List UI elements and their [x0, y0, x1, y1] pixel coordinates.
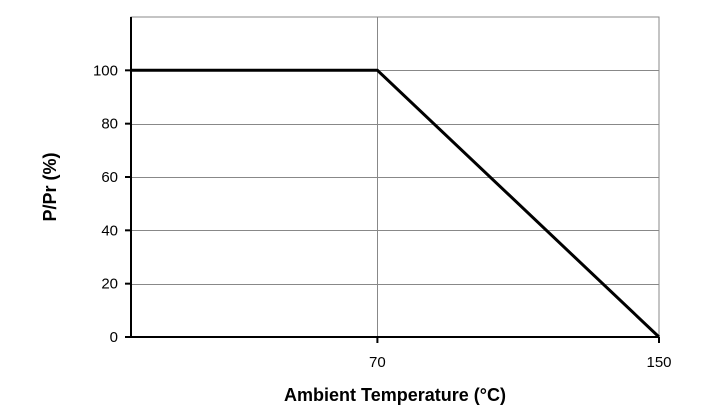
ticks-layer: 0 20 40 60 80 100 70 150 [93, 62, 672, 371]
series-line-1 [131, 68, 661, 339]
y-tick-label: 100 [93, 62, 118, 79]
y-axis-title: P/Pr (%) [40, 152, 60, 221]
y-tick-label: 60 [101, 169, 118, 186]
y-tick-label: 40 [101, 222, 118, 239]
y-tick-label: 80 [101, 116, 118, 133]
y-tick-label: 0 [110, 329, 118, 346]
x-tick-label: 150 [646, 354, 671, 371]
y-tick-label: 20 [101, 276, 118, 293]
x-tick-label: 70 [369, 354, 386, 371]
series-layer [131, 68, 661, 339]
x-axis-title: Ambient Temperature (°C) [284, 385, 506, 405]
grid-layer [130, 16, 660, 338]
